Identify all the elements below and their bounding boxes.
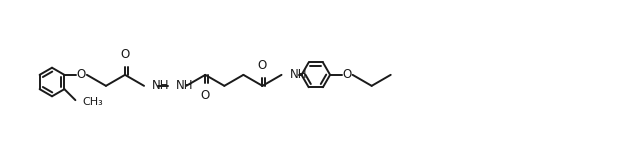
Text: O: O xyxy=(201,89,210,102)
Text: O: O xyxy=(258,59,267,72)
Text: NH: NH xyxy=(290,68,307,81)
Text: NH: NH xyxy=(152,79,170,92)
Text: O: O xyxy=(121,48,129,61)
Text: O: O xyxy=(76,68,86,81)
Text: O: O xyxy=(342,68,351,81)
Text: CH₃: CH₃ xyxy=(83,97,103,107)
Text: NH: NH xyxy=(176,79,194,92)
